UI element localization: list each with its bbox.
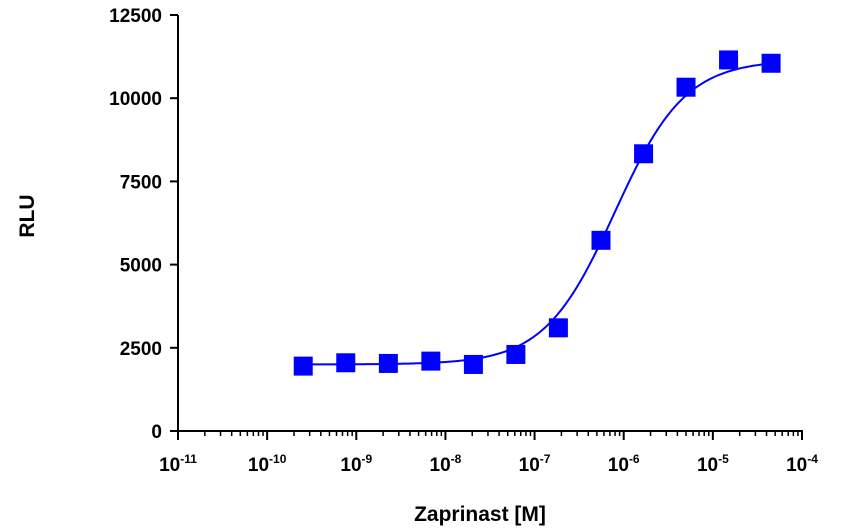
x-tick-label: 10-10 — [248, 452, 287, 476]
x-tick-base: 10 — [248, 455, 269, 476]
x-tick-base: 10 — [519, 455, 540, 476]
x-tick-base: 10 — [786, 455, 807, 476]
x-tick-exponent: -9 — [362, 452, 373, 466]
data-point — [293, 356, 313, 376]
data-point — [506, 344, 526, 364]
data-point — [463, 354, 483, 374]
x-tick-base: 10 — [697, 455, 718, 476]
y-tick-label: 12500 — [109, 6, 162, 27]
data-point — [548, 318, 568, 338]
x-tick-base: 10 — [159, 455, 180, 476]
y-tick-label: 10000 — [109, 89, 162, 110]
y-tick-label: 7500 — [120, 172, 162, 193]
data-point — [634, 144, 654, 164]
x-tick-exponent: -5 — [718, 452, 729, 466]
y-axis-title: RLU — [16, 194, 39, 237]
y-tick-label: 5000 — [120, 256, 162, 277]
x-tick-label: 10-8 — [430, 452, 462, 476]
x-tick-base: 10 — [340, 455, 361, 476]
x-tick-exponent: -11 — [180, 452, 197, 466]
data-point — [421, 351, 441, 371]
y-axis: 0 2500 5000 7500 10000 12500 — [109, 6, 179, 443]
x-tick-label: 10-4 — [786, 452, 818, 476]
x-tick-label: 10-5 — [697, 452, 729, 476]
x-tick-exponent: -6 — [629, 452, 640, 466]
y-tick-label: 0 — [151, 422, 162, 443]
x-tick-label: 10-7 — [519, 452, 551, 476]
x-tick-exponent: -8 — [451, 452, 462, 466]
x-tick-label: 10-11 — [159, 452, 197, 476]
series-group — [293, 50, 781, 376]
x-axis: 10-11 10-10 10-9 10-8 10-7 10-6 10-5 10-4 — [159, 430, 818, 476]
data-point — [378, 353, 398, 373]
x-tick-exponent: -7 — [540, 452, 551, 466]
x-tick-exponent: -10 — [269, 452, 287, 466]
data-point — [676, 77, 696, 97]
data-point — [719, 50, 739, 70]
y-tick-label: 2500 — [120, 339, 162, 360]
data-point — [591, 230, 611, 250]
x-tick-base: 10 — [430, 455, 451, 476]
x-tick-label: 10-9 — [340, 452, 372, 476]
data-point — [761, 53, 781, 73]
fit-curve — [303, 62, 772, 366]
x-tick-exponent: -4 — [807, 452, 818, 466]
x-tick-base: 10 — [608, 455, 629, 476]
data-point — [336, 353, 356, 373]
x-axis-title: Zaprinast [M] — [414, 503, 546, 526]
x-tick-label: 10-6 — [608, 452, 640, 476]
